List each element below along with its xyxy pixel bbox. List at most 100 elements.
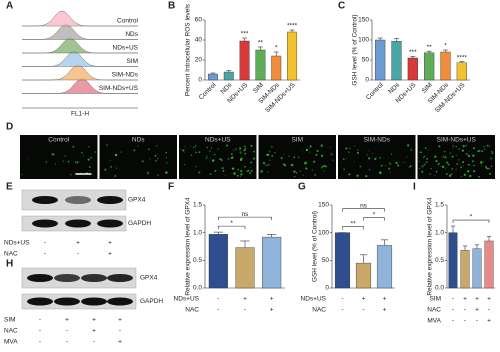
condition-sign: - [452, 318, 454, 325]
fluorescence-dot [222, 170, 225, 172]
x-tick-label: Control [365, 81, 385, 101]
condition-sign: + [108, 240, 112, 247]
fluorescence-dot [70, 173, 72, 176]
fluorescence-dot [137, 145, 139, 147]
fluorescence-dot [368, 157, 371, 160]
condition-sign: - [119, 328, 121, 335]
bar [255, 49, 266, 81]
bar [262, 236, 282, 289]
blot-band [54, 297, 80, 306]
bar [334, 232, 351, 289]
fluorescence-dot [311, 169, 313, 171]
fluorescence-dot [491, 151, 494, 155]
bar [472, 248, 482, 289]
fluorescence-dot [467, 154, 471, 157]
fluorescence-dot [368, 150, 370, 152]
significance-bracket [342, 208, 385, 212]
y-axis-label: Relative expression level of GPX4 [185, 197, 192, 296]
condition-sign: + [118, 339, 122, 346]
fluorescence-dot [460, 163, 461, 165]
fluorescence-dot [288, 155, 290, 157]
fluorescence-dot [206, 146, 208, 149]
fluorescence-dot [480, 165, 482, 167]
fluorescence-dot [405, 156, 408, 158]
fluorescence-dot [443, 150, 446, 153]
fluorescence-dot [230, 153, 233, 156]
fluorescence-dot [180, 148, 182, 150]
image-label: SIM-NDs [364, 137, 391, 144]
fluorescence-dot [449, 174, 452, 177]
significance-label: * [275, 45, 278, 52]
fluorescence-dot [342, 158, 345, 161]
fluorescence-dot [233, 149, 235, 151]
fluorescence-dot [480, 161, 483, 164]
fluorescence-dot [183, 151, 185, 153]
significance-label: * [373, 211, 376, 218]
fluorescence-dot [482, 161, 484, 163]
fluorescence-dot [166, 162, 168, 164]
significance-bracket [218, 216, 272, 221]
fluorescence-dot [240, 170, 243, 173]
fluorescence-dot [488, 167, 490, 170]
fluorescence-dot [490, 158, 492, 160]
fluorescence-dot [330, 146, 332, 148]
x-tick-label: SIM [252, 82, 265, 95]
blot-band [27, 274, 53, 282]
fluorescence-dot [214, 169, 217, 172]
fluorescence-dot [209, 173, 212, 176]
fluorescence-dot [295, 171, 298, 174]
y-tick-label: 150 [318, 202, 329, 209]
fluorescence-dot [231, 156, 234, 159]
fluorescence-dot [205, 157, 208, 159]
panel-label: C [338, 1, 345, 12]
condition-label: MVA [4, 339, 18, 346]
fluorescence-dot [455, 145, 457, 148]
fluorescence-dot [209, 150, 211, 152]
fluorescence-dot [157, 153, 158, 155]
fluorescence-dot [266, 153, 270, 156]
x-axis-label: FL1-H [71, 111, 89, 118]
fluorescence-dot [120, 151, 122, 153]
fluorescence-dot [216, 148, 218, 150]
panel-label: F [168, 182, 174, 193]
fluorescence-dot [452, 147, 454, 149]
fluorescence-dot [353, 161, 355, 163]
fluorescence-dot [109, 165, 113, 169]
fluorescence-dot [435, 171, 438, 173]
condition-sign: + [270, 307, 274, 314]
fluorescence-dot [243, 145, 246, 148]
fluorescence-dot [323, 170, 325, 172]
fluorescence-dot [115, 167, 118, 169]
significance-label: *** [241, 31, 249, 38]
blot-band [65, 196, 91, 204]
significance-label: ** [258, 40, 264, 47]
fluorescence-dot [438, 145, 441, 148]
fluorescence-dot [313, 161, 315, 164]
fluorescence-dot [357, 149, 359, 151]
fluorescence-dot [182, 149, 185, 152]
condition-label: NDs+US [4, 240, 30, 247]
fluorescence-dot [410, 149, 413, 151]
fluorescence-dot [340, 162, 342, 164]
fluorescence-dot [451, 155, 454, 158]
fluorescence-dot [462, 161, 464, 164]
condition-sign: - [341, 307, 343, 314]
fluorescence-dot [316, 149, 319, 152]
fluorescence-dot [418, 167, 421, 170]
fluorescence-dot [389, 172, 391, 174]
bar [208, 234, 228, 289]
significance-label: * [444, 43, 447, 50]
fluorescence-dot [246, 170, 248, 172]
y-tick-label: 0.5 [435, 257, 444, 264]
condition-sign: - [217, 307, 219, 314]
fluorescence-dot [244, 152, 247, 155]
condition-label: SIM [4, 317, 16, 324]
fluorescence-dot [458, 148, 460, 150]
condition-sign: - [341, 296, 343, 303]
fluorescence-dot [390, 153, 393, 155]
y-axis-label: Percent Intracellular ROS levels [185, 3, 192, 96]
fluorescence-dot [455, 168, 457, 170]
fluorescence-dot [407, 144, 410, 147]
fluorescence-dot [224, 174, 227, 176]
fluorescence-dot [227, 157, 230, 160]
